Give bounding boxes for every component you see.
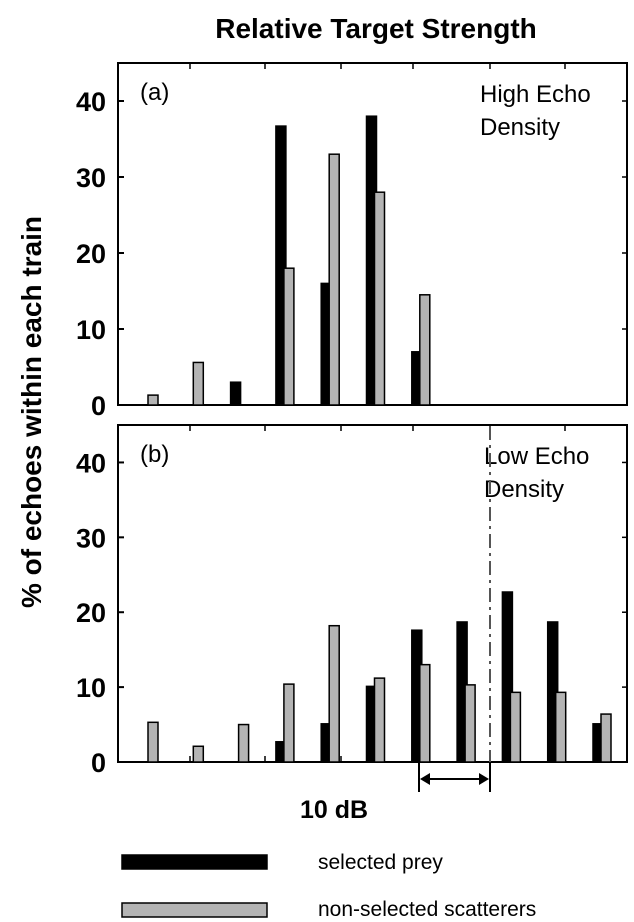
bar-selected-prey-a [229,381,242,406]
legend-swatch-non-selected-scatterers [121,902,268,918]
bar-selected-prey-a [275,125,287,406]
legend-label-selected-prey: selected prey [318,851,443,874]
legend-label-non-selected-scatterers: non-selected scatterers [318,898,536,921]
y-tick-label-b: 30 [76,523,106,553]
panel-b: 0 10 20 30 40 (b) Low Echo Density [76,424,628,778]
bar-non-selected-scatterers-b [147,721,159,763]
chart-title: Relative Target Strength [215,13,537,44]
y-tick-label-a: 20 [76,239,106,269]
bar-non-selected-scatterers-b [419,663,431,763]
y-tick-label-a: 10 [76,315,106,345]
bar-non-selected-scatterers-b [283,683,295,763]
bar-selected-prey-b [501,591,514,763]
bar-non-selected-scatterers-a [328,153,340,406]
panel-label-b: (b) [140,441,169,468]
legend-swatch-selected-prey [121,854,268,870]
y-tick-label-b: 40 [76,448,106,478]
bar-non-selected-scatterers-a [283,267,295,406]
bar-non-selected-scatterers-b [192,745,205,763]
bar-non-selected-scatterers-b [509,691,522,763]
bar-non-selected-scatterers-a [419,294,431,406]
bar-non-selected-scatterers-a [192,361,205,406]
bar-non-selected-scatterers-b [464,684,476,763]
arrow-right-head-icon [479,773,489,785]
density-annotation-a: High Echo [480,81,591,108]
arrow-left-head-icon [420,773,430,785]
panel-a: 0 10 20 30 40 (a) High Echo Density [76,62,628,421]
bar-non-selected-scatterers-a [147,394,159,406]
y-tick-label-a: 40 [76,87,106,117]
y-tick-label-b: 0 [91,748,106,778]
y-tick-label-a: 30 [76,163,106,193]
density-annotation-b: Density [484,476,564,503]
y-tick-label-a: 0 [91,391,106,421]
bar-non-selected-scatterers-b [373,677,386,763]
bar-non-selected-scatterers-b [554,691,567,763]
panel-label-a: (a) [140,79,169,106]
scale-bar-label: 10 dB [300,796,368,824]
bar-non-selected-scatterers-b [328,624,340,763]
scale-bar [418,762,491,792]
density-annotation-a: Density [480,114,560,141]
density-annotation-b: Low Echo [484,443,589,470]
bar-non-selected-scatterers-a [373,191,386,406]
bar-non-selected-scatterers-b [237,723,250,763]
legend: selected prey non-selected scatterers [121,851,536,921]
y-axis-label: % of echoes within each train [16,216,47,608]
y-tick-label-b: 10 [76,673,106,703]
y-tick-label-b: 20 [76,598,106,628]
bar-non-selected-scatterers-b [600,713,612,763]
